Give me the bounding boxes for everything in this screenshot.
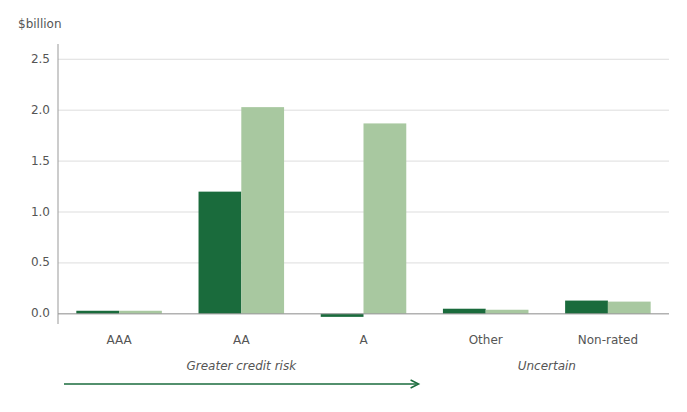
bar bbox=[241, 107, 284, 314]
bar bbox=[608, 302, 651, 314]
arrow-head bbox=[411, 380, 419, 388]
y-tick-label: 0.0 bbox=[31, 306, 50, 320]
y-tick-label: 2.0 bbox=[31, 103, 50, 117]
grid bbox=[58, 59, 669, 314]
y-tick-label: 1.5 bbox=[31, 154, 50, 168]
bar bbox=[443, 309, 486, 314]
arrow bbox=[64, 380, 419, 388]
grid-line bbox=[58, 110, 669, 111]
y-tick-label: 1.0 bbox=[31, 205, 50, 219]
bar bbox=[565, 301, 608, 314]
bar bbox=[364, 123, 407, 313]
chart: 0.00.51.01.52.02.5AAAAAAOtherNon-rated$b… bbox=[0, 0, 687, 412]
y-tick-label: 0.5 bbox=[31, 255, 50, 269]
x-tick-label: Non-rated bbox=[578, 333, 638, 347]
y-label: $billion bbox=[18, 17, 62, 31]
y-axis-line bbox=[58, 44, 59, 324]
y-tick-label: 2.5 bbox=[31, 52, 50, 66]
x-tick-label: AA bbox=[233, 333, 251, 347]
x-tick-label: A bbox=[359, 333, 368, 347]
x-tick-label: AAA bbox=[106, 333, 132, 347]
group-label: Greater credit risk bbox=[186, 359, 297, 373]
x-tick-label: Other bbox=[469, 333, 503, 347]
arrow-line bbox=[64, 383, 417, 385]
bars bbox=[76, 107, 650, 317]
group-label: Uncertain bbox=[518, 359, 576, 373]
grid-line bbox=[58, 313, 669, 314]
bar bbox=[199, 192, 242, 314]
bar bbox=[486, 310, 529, 314]
zero-line bbox=[58, 313, 669, 314]
grid-line bbox=[58, 59, 669, 60]
